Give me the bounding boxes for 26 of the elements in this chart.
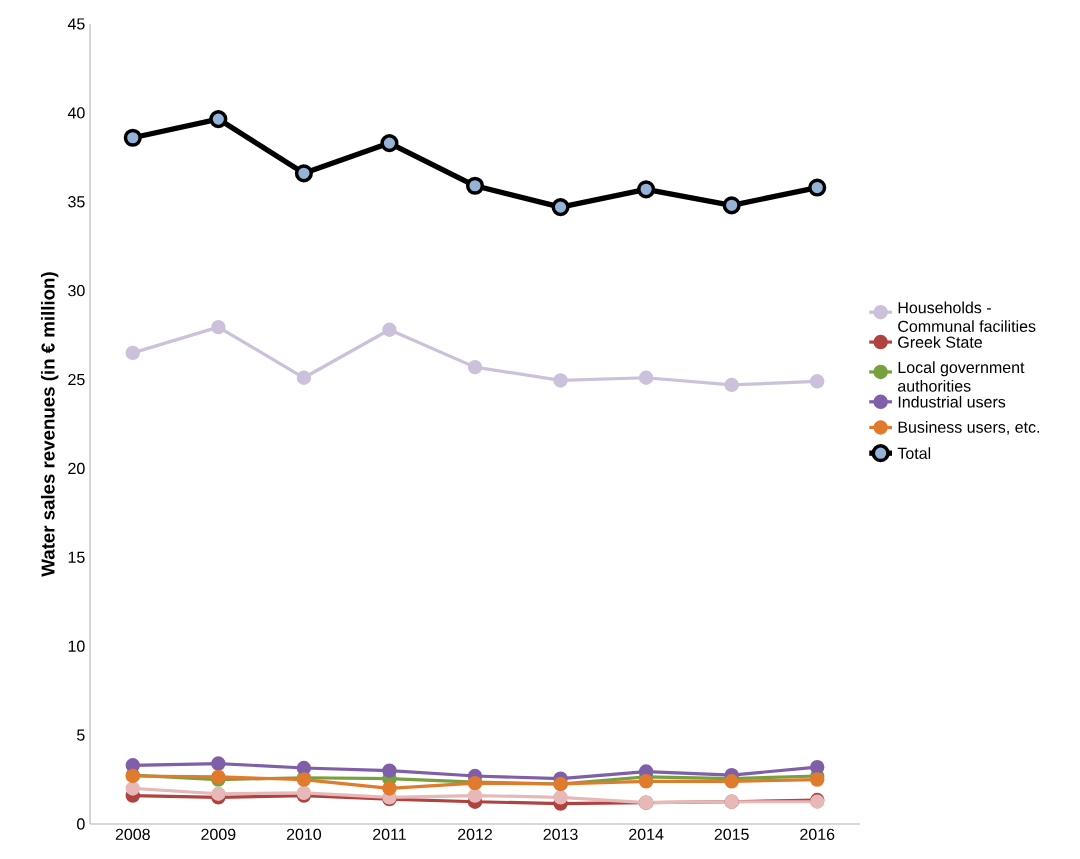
y-tick-label: 20 [68,462,85,475]
legend-label: Households - Communal facilities [898,301,1036,332]
x-tick-label: 2011 [373,828,406,841]
legend-label: Total [897,447,931,459]
x-tick-label: 2009 [201,828,236,841]
x-tick-label: 2008 [115,828,150,841]
y-tick-label: 25 [68,373,85,386]
y-tick-label: 45 [67,18,85,30]
y-tick-label: 15 [68,551,85,563]
y-tick-label: 0 [77,818,85,830]
legend-label: Greek State [898,336,982,348]
legend-label: Local government authorities [898,361,1025,392]
x-tick-label: 2010 [286,828,322,841]
y-tick-label: 35 [68,196,85,208]
x-tick-label: 2016 [800,828,835,841]
x-tick-label: 2014 [629,828,664,841]
y-tick-label: 30 [68,284,85,297]
y-tick-label: 10 [68,640,85,652]
x-tick-label: 2012 [458,828,492,841]
x-tick-label: 2015 [714,828,749,841]
x-tick-label: 2013 [543,828,578,841]
legend-label: Industrial users [898,395,1006,408]
y-tick-label: 40 [67,107,85,119]
y-axis-title: Water sales revenues (in € million) [40,272,59,577]
y-tick-label: 5 [77,729,85,741]
legend-label: Business users, etc. [898,421,1040,435]
